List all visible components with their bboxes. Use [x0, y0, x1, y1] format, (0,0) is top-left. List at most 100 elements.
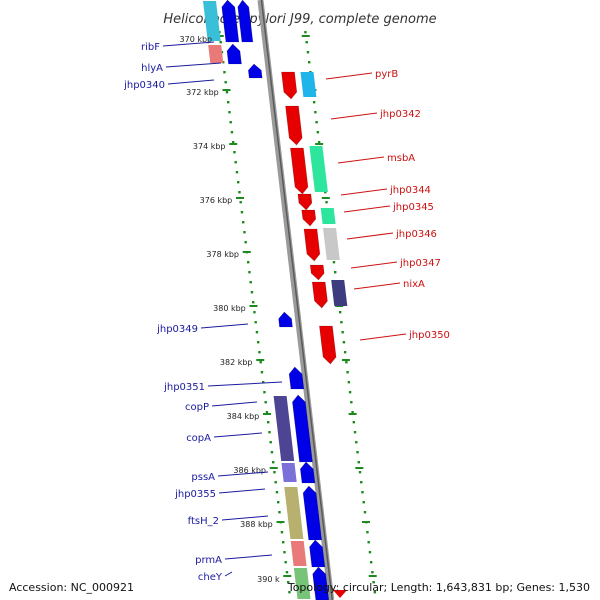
cog-color-copP — [273, 396, 295, 461]
forward-gene-label: msbA — [387, 153, 415, 164]
forward-gene-label: jhp0347 — [399, 258, 441, 269]
left-label-connector — [217, 471, 269, 477]
reverse-gene-jhp0351 — [288, 366, 305, 390]
left-label-connector — [200, 323, 249, 329]
left-tick-dot — [283, 551, 286, 554]
kbp-scale-labels: 370 kbp 372 kbp 374 kbp 376 kbp 378 kbp 380 k… — [180, 35, 280, 584]
right-tick-dot — [368, 551, 372, 554]
reverse-gene-label: ftsH_2 — [188, 516, 219, 527]
right-tick-dot — [356, 451, 359, 454]
left-tick-dot — [277, 501, 280, 504]
right-tick-dot — [367, 541, 370, 544]
left-tick-dot — [268, 431, 271, 434]
left-tick-dot — [234, 161, 237, 164]
left-tick-track — [215, 31, 292, 594]
forward-gene-jhp0344 — [297, 193, 313, 211]
kbp-label: 384 kbp — [227, 412, 260, 421]
left-label-connector — [167, 79, 215, 85]
left-tick-dot — [258, 351, 261, 354]
right-tick-dot — [324, 191, 327, 194]
right-label-connector — [350, 261, 398, 269]
right-tick-dot — [358, 471, 362, 474]
left-tick-dot — [267, 421, 270, 424]
left-tick-dot — [225, 91, 229, 94]
right-label-connector — [330, 112, 378, 120]
cog-color-jhp0345 — [320, 208, 336, 224]
forward-gene-jhp0347 — [309, 264, 325, 281]
reverse-gene-label: pssA — [191, 472, 215, 483]
right-tick-dot — [343, 351, 347, 354]
forward-gene-msbA — [290, 147, 309, 195]
right-tick-dot — [325, 201, 328, 204]
reverse-gene-ribF — [221, 0, 240, 43]
kbp-label: 380 kbp — [213, 304, 246, 313]
right-tick-dot — [360, 481, 363, 484]
cog-color-pyrB — [300, 72, 317, 97]
left-tick-dot — [223, 71, 226, 74]
reverse-gene-label: cheY — [198, 572, 223, 583]
left-tick-dot — [272, 461, 275, 464]
left-tick-dot — [287, 581, 290, 584]
left-tick-dot — [232, 141, 235, 144]
right-label-connector — [325, 72, 373, 80]
left-label-connector — [224, 571, 233, 577]
left-tick-dot — [248, 271, 251, 274]
left-tick-dot — [285, 571, 289, 574]
left-tick-dot — [282, 541, 285, 544]
reverse-gene-jhp0349 — [278, 311, 293, 328]
left-label-connector — [221, 515, 269, 521]
left-tick-dot — [227, 101, 230, 104]
forward-gene-label: jhp0345 — [392, 202, 434, 213]
right-tick-dot — [304, 31, 307, 34]
left-tick-dot — [224, 81, 227, 84]
reverse-gene-strip — [237, 0, 254, 43]
left-tick-dot — [278, 511, 281, 514]
right-label-connector — [359, 333, 407, 341]
right-tick-dot — [351, 411, 354, 414]
left-tick-dot — [249, 281, 252, 284]
right-tick-dot — [372, 581, 375, 584]
right-label-connector — [346, 232, 394, 240]
left-tick-dot — [252, 301, 255, 304]
right-label-connector — [340, 188, 388, 196]
left-tick-dot — [255, 331, 259, 334]
reverse-gene-label: jhp0340 — [123, 80, 165, 91]
right-tick-dot — [361, 491, 364, 494]
reverse-gene-label: jhp0351 — [163, 382, 205, 393]
genome-backbone — [257, 0, 335, 600]
reverse-gene-label: ribF — [141, 42, 160, 53]
left-tick-dot — [269, 441, 272, 444]
right-tick-dot — [353, 431, 357, 434]
right-label-connector — [337, 156, 385, 164]
cog-color-prmA — [290, 541, 307, 566]
right-tick-dot — [338, 311, 342, 314]
right-tick-dot — [341, 331, 344, 334]
right-tick-dot — [346, 371, 349, 374]
forward-gene-labels: pyrB jhp0342 msbA jhp0344 jhp0345 jhp0346 jhp0… — [325, 69, 450, 341]
left-tick-dot — [233, 151, 236, 154]
accession-text: Accession: NC_000921 — [9, 581, 135, 594]
forward-gene-label: jhp0344 — [389, 185, 431, 196]
right-label-connector — [343, 205, 391, 213]
reverse-gene-labels: ribF hlyA jhp0340 jhp0349 jhp0351 copP copA pss… — [123, 41, 283, 583]
kbp-label: 386 kbp — [233, 466, 266, 475]
forward-gene-jhp0342 — [285, 105, 303, 146]
left-tick-dot — [273, 471, 276, 474]
right-tick-dot — [312, 101, 316, 104]
left-tick-dot — [244, 241, 247, 244]
kbp-label: 388 kbp — [240, 520, 273, 529]
right-tick-dot — [314, 111, 317, 114]
left-tick-dot — [265, 411, 269, 414]
left-tick-dot — [230, 131, 234, 134]
right-tick-dot — [340, 321, 343, 324]
reverse-gene-pssA — [299, 461, 316, 484]
left-tick-dot — [284, 561, 287, 564]
kbp-label: 374 kbp — [193, 142, 226, 151]
reverse-gene-label: copP — [185, 402, 209, 413]
forward-gene-partial — [333, 590, 347, 598]
left-tick-dot — [257, 341, 260, 344]
left-tick-dot — [262, 381, 265, 384]
right-tick-dot — [332, 261, 336, 264]
cog-color-hlyA — [208, 45, 224, 63]
forward-gene-pyrB — [281, 71, 298, 100]
